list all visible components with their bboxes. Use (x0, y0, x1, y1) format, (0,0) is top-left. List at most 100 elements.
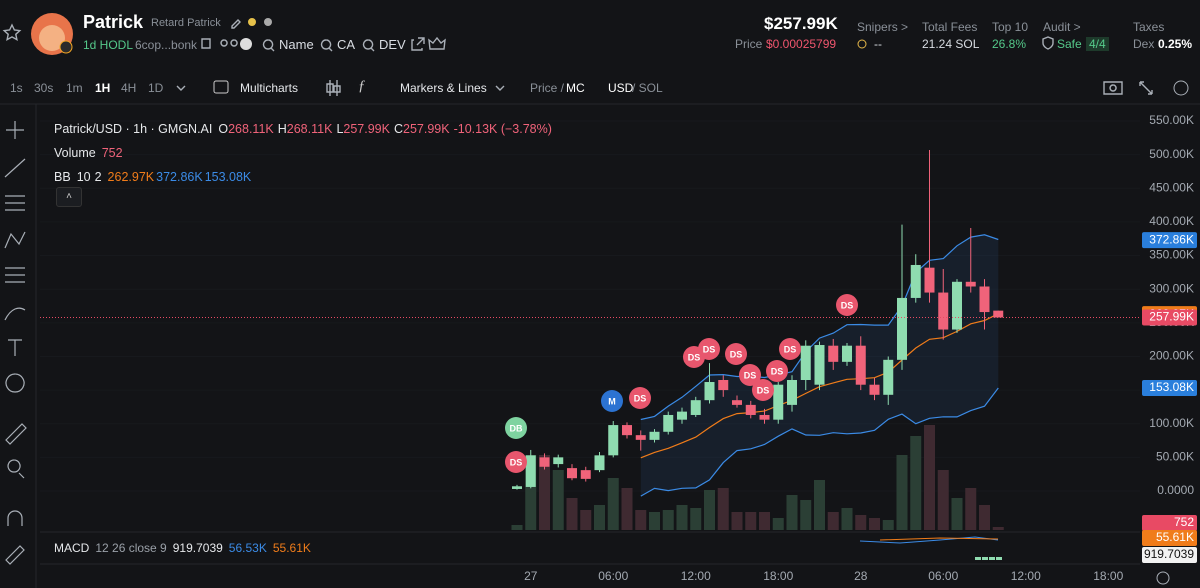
share-icon[interactable] (411, 37, 425, 51)
interval-button[interactable]: 1H (95, 81, 111, 95)
contract-address[interactable]: 6cop...bonk (135, 38, 198, 52)
stat-label[interactable]: Snipers > (857, 20, 909, 34)
volume-bar (772, 518, 784, 530)
stat-value: 21.24 SOL (922, 37, 980, 51)
chain-icon (240, 38, 252, 50)
crown-icon[interactable] (428, 36, 446, 50)
mc-toggle[interactable]: MC (566, 81, 585, 95)
trade-marker-label: DB (510, 423, 523, 433)
search-icon[interactable] (262, 39, 275, 52)
trade-marker[interactable] (836, 294, 858, 316)
trade-marker[interactable] (601, 390, 623, 412)
volume-bar (786, 495, 798, 530)
candle-body (512, 486, 522, 489)
pane-tag-label: 55.61K (1156, 530, 1194, 544)
drawing-tool[interactable] (4, 307, 26, 321)
snapshot-icon[interactable] (1103, 81, 1123, 95)
drawing-tool[interactable] (5, 373, 25, 393)
interval-button[interactable]: 4H (121, 81, 137, 95)
markers-button[interactable]: Markers & Lines (400, 81, 487, 95)
price-toggle[interactable]: Price / (530, 81, 565, 95)
stat-label: Top 10 (992, 20, 1029, 34)
interval-button[interactable]: 1D (148, 81, 164, 95)
drawing-tool[interactable] (7, 510, 23, 526)
macd-value: 55.61K (272, 541, 311, 555)
stat-label[interactable]: Audit > (1043, 20, 1081, 34)
legend-row: BB 10 2 262.97K 372.86K 153.08K (54, 165, 552, 189)
volume-bar (676, 505, 688, 530)
volume-bar (690, 508, 702, 530)
trade-marker[interactable] (739, 364, 761, 386)
drawing-tool[interactable] (5, 423, 27, 445)
settings-icon[interactable] (1173, 80, 1189, 96)
candle-body (897, 297, 907, 360)
interval-button[interactable]: 1m (66, 81, 83, 95)
volume-bar (800, 500, 812, 530)
trade-marker[interactable] (779, 338, 801, 360)
candle-body (525, 455, 536, 487)
multicharts-icon[interactable] (213, 80, 229, 94)
usd-toggle[interactable]: USD (608, 81, 634, 95)
volume-bar (759, 512, 770, 530)
volume-bar (855, 515, 867, 530)
shield-icon (1042, 36, 1054, 50)
candle-body (787, 380, 797, 405)
search-link[interactable]: DEV (379, 37, 406, 52)
avatar-face (39, 25, 65, 51)
drawing-tool[interactable] (6, 121, 24, 139)
multicharts-button[interactable]: Multicharts (240, 81, 299, 95)
candle-body (952, 281, 962, 330)
dropdown-icon[interactable] (176, 85, 186, 91)
sol-toggle[interactable]: / SOL (632, 81, 663, 95)
x-tick-label: 12:00 (681, 569, 711, 583)
drawing-tool[interactable] (5, 195, 25, 211)
search-link[interactable]: Name (279, 37, 314, 52)
drawing-tool[interactable] (8, 339, 22, 356)
candle-type-icon[interactable] (326, 80, 341, 96)
trade-marker[interactable] (505, 451, 527, 473)
candle-body (677, 411, 687, 420)
settings-icon[interactable] (1156, 571, 1170, 585)
volume-bar (882, 520, 894, 530)
trade-marker[interactable] (505, 417, 527, 439)
volume-bar (814, 480, 825, 530)
trade-marker[interactable] (725, 343, 747, 365)
volume-bar (649, 512, 660, 530)
interval-button[interactable]: 30s (34, 81, 54, 95)
macd-histogram (989, 557, 995, 560)
volume-label: Volume (54, 146, 96, 160)
trade-marker[interactable] (766, 360, 788, 382)
interval-button[interactable]: 1s (10, 81, 23, 95)
candle-body (718, 380, 729, 391)
x-tick-label: 06:00 (928, 569, 958, 583)
legend-row: Volume 752 (54, 141, 552, 165)
drawing-tool[interactable] (5, 545, 25, 565)
trade-marker[interactable] (698, 338, 720, 360)
fullscreen-icon[interactable] (1139, 81, 1153, 95)
volume-bar (924, 425, 935, 530)
search-icon[interactable] (320, 39, 333, 52)
dropdown-icon[interactable] (495, 85, 505, 91)
trade-marker[interactable] (629, 387, 651, 409)
macd-label: MACD (54, 541, 90, 555)
drawing-tool[interactable] (7, 459, 25, 479)
drawing-tool[interactable] (4, 231, 26, 249)
stat-extra: 4/4 (1086, 37, 1109, 51)
volume-bar (717, 488, 729, 530)
volume-bar (607, 478, 619, 530)
candle-body (663, 414, 674, 432)
search-icon[interactable] (362, 39, 375, 52)
favorite-star[interactable] (2, 23, 22, 41)
drawing-tool[interactable] (4, 158, 26, 178)
ohlc-key: L (336, 122, 344, 136)
drawing-tool[interactable] (5, 267, 25, 283)
bb-lower (640, 387, 999, 497)
search-link[interactable]: CA (337, 37, 356, 52)
trade-marker[interactable] (752, 379, 774, 401)
volume-bar (951, 498, 963, 530)
collapse-button[interactable]: ˄ (56, 187, 82, 207)
candle-body (938, 292, 949, 330)
candle-body (553, 457, 564, 465)
candle-body (842, 345, 852, 362)
